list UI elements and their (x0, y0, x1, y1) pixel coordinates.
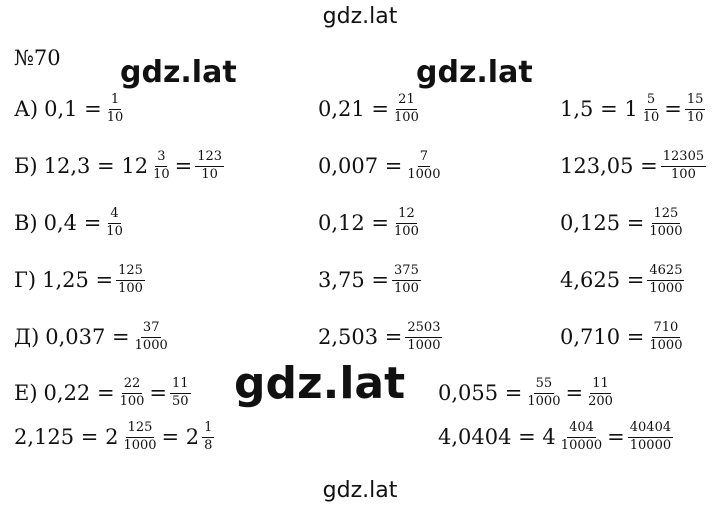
equation-v-1: В) 0,4 = 4 10 (14, 195, 128, 251)
lhs: 0,12 = (318, 211, 390, 235)
equation-d-2: 2,503 = 2503 1000 (318, 309, 445, 365)
equation-v-2: 0,12 = 12 100 (318, 195, 424, 251)
equation-a-3: 1,5 = 1 5 10 = 15 10 (560, 81, 708, 137)
equation-b-1: Б) 12,3 = 12 3 10 = 123 10 (14, 138, 227, 194)
equation-a-1: А) 0,1 = 1 10 (14, 81, 128, 137)
equation-d-3: 0,710 = 710 1000 (560, 309, 687, 365)
equation-e-1: Е) 0,22 = 22 100 = 11 50 (14, 365, 194, 421)
fraction: 12 100 (394, 206, 419, 239)
equation-d-1: Д) 0,037 = 37 1000 (14, 309, 173, 365)
fraction: 375 100 (392, 263, 421, 296)
lhs: 1,5 = 1 (560, 97, 638, 121)
lhs: 123,05 = (560, 154, 658, 178)
equation-g-2: 3,75 = 375 100 (318, 252, 424, 308)
lhs: 0,22 = (43, 381, 115, 405)
fraction: 7 1000 (407, 149, 441, 182)
lhs: 3,75 = (318, 268, 390, 292)
lhs: 0,1 = (44, 97, 102, 121)
lhs: 0,055 = (438, 381, 523, 405)
watermark-bold-right: gdz.lat (416, 55, 533, 90)
fraction: 710 1000 (649, 320, 683, 353)
equals: = (664, 97, 682, 121)
equation-b-3: 123,05 = 12305 100 (560, 138, 709, 194)
equation-g-3: 4,625 = 4625 1000 (560, 252, 687, 308)
row-label: Б) (14, 154, 38, 178)
fraction: 125 1000 (649, 206, 683, 239)
equation-b-2: 0,007 = 7 1000 (318, 138, 445, 194)
equation-e-4: 4,0404 = 4 404 10000 = 40404 10000 (438, 409, 676, 465)
fraction: 5 10 (642, 92, 660, 125)
lhs: 0,21 = (318, 97, 390, 121)
lhs: 0,710 = (560, 325, 645, 349)
watermark-bold-left: gdz.lat (120, 55, 237, 90)
equation-g-1: Г) 1,25 = 125 100 (14, 252, 148, 308)
equation-e-2: 0,055 = 55 1000 = 11 200 (438, 365, 618, 421)
fraction: 2503 1000 (405, 320, 443, 353)
fraction: 1 10 (106, 92, 124, 125)
lhs: 2,503 = (318, 325, 403, 349)
fraction: 11 50 (170, 376, 191, 409)
fraction: 4 10 (106, 206, 123, 239)
row-label: Е) (14, 381, 38, 405)
lhs: 0,037 = (45, 325, 130, 349)
fraction: 4625 1000 (647, 263, 685, 296)
fraction: 125 1000 (123, 420, 157, 453)
fraction: 37 1000 (134, 320, 168, 353)
fraction: 11 200 (588, 376, 613, 409)
watermark-top: gdz.lat (322, 4, 398, 29)
equals: = (174, 154, 193, 178)
lhs: 4,0404 = 4 (438, 425, 556, 449)
fraction: 404 10000 (560, 420, 603, 453)
lhs: 2,125 = 2 (14, 425, 119, 449)
equation-a-2: 0,21 = 21 100 (318, 81, 424, 137)
row-label: А) (14, 97, 39, 121)
fraction: 123 10 (195, 149, 225, 182)
row-label: В) (14, 211, 38, 235)
fraction: 125 100 (116, 263, 145, 296)
watermark-bottom: gdz.lat (322, 478, 398, 503)
fraction: 55 1000 (527, 376, 561, 409)
equals: = (607, 425, 625, 449)
lhs: 12,3 = 12 (43, 154, 149, 178)
lhs: 4,625 = (560, 268, 645, 292)
lhs: 0,125 = (560, 211, 645, 235)
fraction: 15 10 (684, 92, 706, 125)
fraction: 12305 100 (660, 149, 707, 182)
fraction: 21 100 (394, 92, 419, 125)
lhs: 1,25 = (42, 268, 114, 292)
fraction: 40404 10000 (627, 420, 674, 453)
equals: = (149, 381, 167, 405)
lhs: 0,007 = (318, 154, 403, 178)
fraction: 22 100 (119, 376, 145, 409)
equation-v-3: 0,125 = 125 1000 (560, 195, 687, 251)
row-label: Г) (14, 268, 37, 292)
row-label: Д) (14, 325, 40, 349)
fraction: 3 10 (153, 149, 170, 182)
equals: = (565, 381, 584, 405)
equals: = 2 (161, 425, 200, 449)
watermark-bold-center: gdz.lat (234, 358, 406, 409)
problem-number: №70 (14, 46, 61, 70)
lhs: 0,4 = (43, 211, 102, 235)
